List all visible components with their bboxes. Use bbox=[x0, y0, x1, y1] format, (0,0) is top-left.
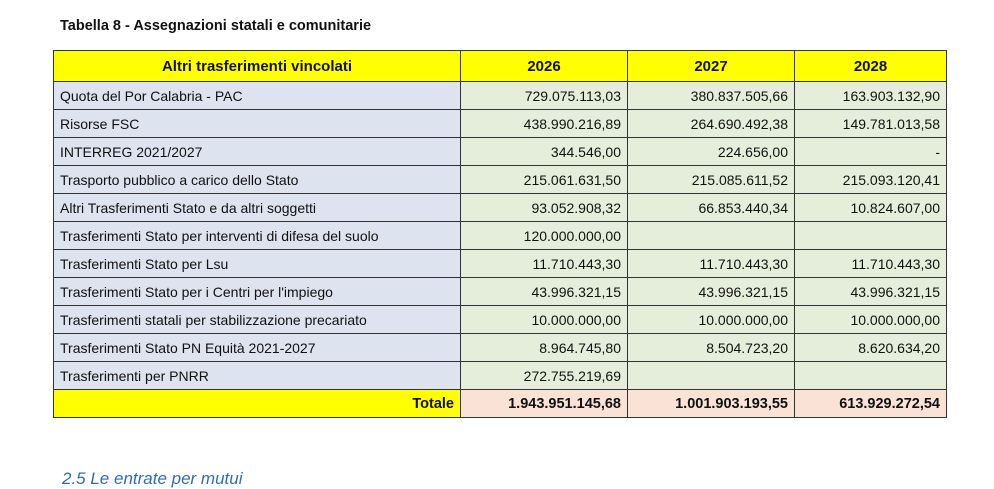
cell-value: 10.000.000,00 bbox=[794, 305, 947, 334]
row-label: Totale bbox=[53, 389, 461, 418]
cell-value: 729.075.113,03 bbox=[460, 81, 628, 110]
row-label: Trasferimenti statali per stabilizzazion… bbox=[53, 305, 461, 334]
cell-value: 66.853.440,34 bbox=[627, 193, 795, 222]
cell-value: 8.504.723,20 bbox=[627, 333, 795, 362]
cell-value: 8.964.745,80 bbox=[460, 333, 628, 362]
cell-value: 215.093.120,41 bbox=[794, 165, 947, 194]
row-label: Risorse FSC bbox=[53, 109, 461, 138]
header-row: Altri trasferimenti vincolati 2026 2027 202… bbox=[53, 50, 947, 82]
table-row: Trasporto pubblico a carico dello Stato 2… bbox=[53, 165, 947, 194]
cell-value: 380.837.505,66 bbox=[627, 81, 795, 110]
cell-value: 344.546,00 bbox=[460, 137, 628, 166]
section-heading: 2.5 Le entrate per mutui bbox=[62, 469, 243, 488]
table-caption: Tabella 8 - Assegnazioni statali e comun… bbox=[60, 18, 372, 34]
table-row: Trasferimenti Stato per i Centri per l'i… bbox=[53, 277, 947, 306]
cell-value bbox=[794, 221, 947, 250]
cell-value: 149.781.013,58 bbox=[794, 109, 947, 138]
cell-value: - bbox=[794, 137, 947, 166]
cell-value: 272.755.219,69 bbox=[460, 361, 628, 390]
row-label: Trasferimenti Stato PN Equità 2021-2027 bbox=[53, 333, 461, 362]
row-label: Quota del Por Calabria - PAC bbox=[53, 81, 461, 110]
cell-value: 11.710.443,30 bbox=[460, 249, 628, 278]
row-label: Trasferimenti Stato per Lsu bbox=[53, 249, 461, 278]
cell-value: 11.710.443,30 bbox=[627, 249, 795, 278]
row-label: Altri Trasferimenti Stato e da altri sog… bbox=[53, 193, 461, 222]
cell-value: 1.943.951.145,68 bbox=[460, 389, 628, 418]
column-header-year: 2028 bbox=[794, 50, 947, 82]
table-row: Risorse FSC 438.990.216,89 264.690.492,38 1… bbox=[53, 109, 947, 138]
cell-value: 11.710.443,30 bbox=[794, 249, 947, 278]
table-row: Trasferimenti Stato per Lsu 11.710.443,30… bbox=[53, 249, 947, 278]
cell-value: 215.061.631,50 bbox=[460, 165, 628, 194]
cell-value bbox=[794, 361, 947, 390]
row-label: INTERREG 2021/2027 bbox=[53, 137, 461, 166]
table-row: Trasferimenti statali per stabilizzazion… bbox=[53, 305, 947, 334]
table-row: Trasferimenti Stato per interventi di di… bbox=[53, 221, 947, 250]
cell-value: 93.052.908,32 bbox=[460, 193, 628, 222]
column-header-year: 2026 bbox=[460, 50, 628, 82]
cell-value: 10.000.000,00 bbox=[627, 305, 795, 334]
cell-value: 43.996.321,15 bbox=[794, 277, 947, 306]
table-row: INTERREG 2021/2027 344.546,00 224.656,00- bbox=[53, 137, 947, 166]
cell-value: 43.996.321,15 bbox=[627, 277, 795, 306]
cell-value: 264.690.492,38 bbox=[627, 109, 795, 138]
cell-value: 120.000.000,00 bbox=[460, 221, 628, 250]
table-row: Quota del Por Calabria - PAC 729.075.113,… bbox=[53, 81, 947, 110]
cell-value: 10.824.607,00 bbox=[794, 193, 947, 222]
cell-value bbox=[627, 361, 795, 390]
cell-value: 438.990.216,89 bbox=[460, 109, 628, 138]
row-label: Trasferimenti Stato per interventi di di… bbox=[53, 221, 461, 250]
column-header-year: 2027 bbox=[627, 50, 795, 82]
row-label: Trasferimenti per PNRR bbox=[53, 361, 461, 390]
assegnazioni-table: Altri trasferimenti vincolati 2026 2027 202… bbox=[53, 50, 947, 418]
row-label: Trasporto pubblico a carico dello Stato bbox=[53, 165, 461, 194]
total-row: Totale 1.943.951.145,68 1.001.903.193,55 61… bbox=[53, 389, 947, 418]
cell-value: 1.001.903.193,55 bbox=[627, 389, 795, 418]
cell-value: 10.000.000,00 bbox=[460, 305, 628, 334]
cell-value: 8.620.634,20 bbox=[794, 333, 947, 362]
cell-value: 43.996.321,15 bbox=[460, 277, 628, 306]
row-label: Trasferimenti Stato per i Centri per l'i… bbox=[53, 277, 461, 306]
cell-value bbox=[627, 221, 795, 250]
column-header-category: Altri trasferimenti vincolati bbox=[53, 50, 461, 82]
table-row: Altri Trasferimenti Stato e da altri sog… bbox=[53, 193, 947, 222]
table-row: Trasferimenti Stato PN Equità 2021-2027 8… bbox=[53, 333, 947, 362]
table-row: Trasferimenti per PNRR 272.755.219,69 bbox=[53, 361, 947, 390]
cell-value: 163.903.132,90 bbox=[794, 81, 947, 110]
cell-value: 613.929.272,54 bbox=[794, 389, 947, 418]
cell-value: 224.656,00 bbox=[627, 137, 795, 166]
cell-value: 215.085.611,52 bbox=[627, 165, 795, 194]
